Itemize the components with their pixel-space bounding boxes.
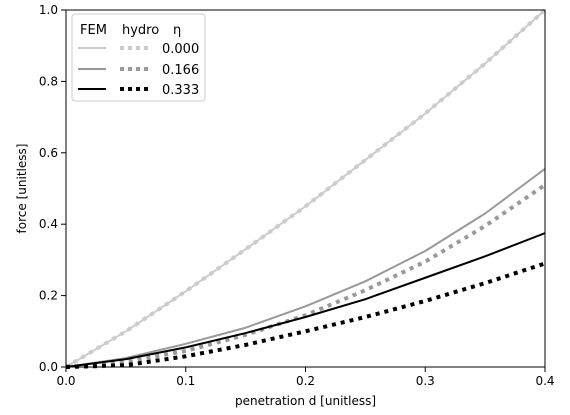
legend-header-eta: η <box>173 23 181 38</box>
y-tick-label: 0.8 <box>39 74 58 88</box>
y-tick-label: 0.4 <box>39 217 58 231</box>
series-layer <box>64 8 547 369</box>
x-tick-label: 0.2 <box>296 374 315 388</box>
series-fem-eta-0-333-line <box>65 232 546 368</box>
legend-eta-2: 0.333 <box>162 83 199 98</box>
series-hydro-eta-0-000-line <box>64 8 547 369</box>
y-axis-ticks: 0.0 0.2 0.4 0.6 0.8 1.0 <box>39 3 66 374</box>
y-tick-label: 1.0 <box>39 3 58 17</box>
legend-eta-1: 0.166 <box>162 63 199 78</box>
legend-eta-0: 0.000 <box>162 42 199 57</box>
series-fem-eta-0-166-line <box>65 168 546 368</box>
x-axis-ticks: 0.0 0.1 0.2 0.3 0.4 <box>56 367 555 388</box>
series-hydro-eta-0-333-line <box>65 261 546 369</box>
x-tick-label: 0.4 <box>535 374 554 388</box>
y-tick-label: 0.2 <box>39 289 58 303</box>
y-axis-label: force [unitless] <box>15 144 29 234</box>
x-tick-label: 0.1 <box>176 374 195 388</box>
x-tick-label: 0.3 <box>416 374 435 388</box>
legend-frame <box>71 13 206 102</box>
legend-header-fem: FEM <box>80 23 107 38</box>
y-tick-label: 0.0 <box>39 360 58 374</box>
legend: FEM hydro η 0.000 0.166 0.333 <box>71 13 206 102</box>
x-axis-label: penetration d [unitless] <box>235 394 376 408</box>
y-tick-label: 0.6 <box>39 146 58 160</box>
series-hydro-eta-0-166-line <box>65 183 547 369</box>
legend-header-hydro: hydro <box>122 23 159 38</box>
plot-area: 0.0 0.1 0.2 0.3 0.4 0.0 0.2 0.4 0.6 0.8 1.0 <box>39 3 555 388</box>
x-tick-label: 0.0 <box>56 374 75 388</box>
